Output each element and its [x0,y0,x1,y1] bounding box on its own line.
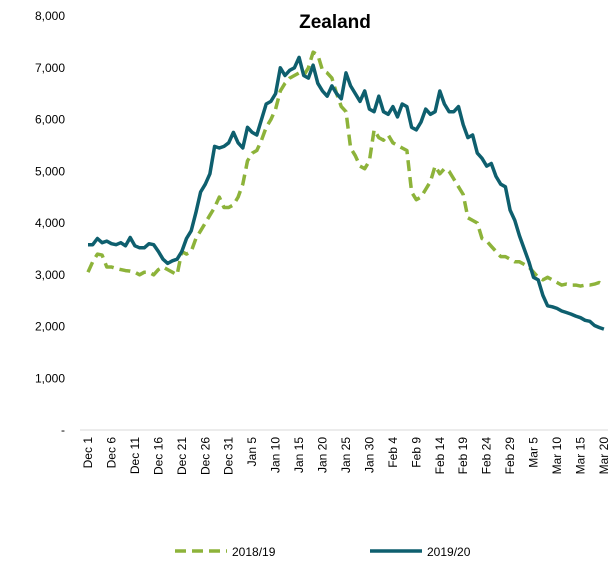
x-tick-label: Dec 11 [128,437,142,474]
x-tick-label: Mar 5 [527,437,541,468]
x-tick-label: Feb 4 [386,437,400,468]
x-tick-label: Jan 30 [362,437,376,473]
y-tick-label: 1,000 [35,371,65,385]
x-tick-label: Mar 10 [550,437,564,475]
y-tick-label: 8,000 [35,9,65,23]
legend-label: 2019/20 [427,545,471,559]
y-tick-label: 4,000 [35,216,65,230]
x-tick-label: Feb 19 [456,437,470,475]
y-tick-label: 2,000 [35,320,65,334]
x-tick-label: Dec 21 [175,437,189,475]
x-tick-label: Jan 20 [316,437,330,473]
x-tick-label: Feb 24 [480,437,494,475]
x-tick-label: Jan 25 [339,437,353,473]
x-tick-label: Dec 31 [222,437,236,475]
x-tick-label: Jan 10 [269,437,283,473]
x-tick-label: Mar 15 [573,437,587,475]
x-tick-label: Jan 5 [245,437,259,467]
y-tick-label: - [61,423,65,437]
y-tick-label: 7,000 [35,61,65,75]
y-tick-label: 3,000 [35,268,65,282]
x-tick-label: Feb 14 [433,437,447,475]
x-tick-label: Dec 6 [104,437,118,469]
legend-label: 2018/19 [232,545,276,559]
x-tick-label: Dec 26 [198,437,212,475]
series-line [88,55,605,331]
series-line [86,50,605,288]
x-tick-label: Feb 9 [409,437,423,468]
chart-title: Zealand [299,12,371,33]
x-tick-label: Dec 1 [81,437,95,469]
x-tick-label: Mar 20 [597,437,608,475]
y-tick-label: 6,000 [35,113,65,127]
x-tick-label: Jan 15 [292,437,306,473]
y-tick-label: 5,000 [35,164,65,178]
x-tick-label: Feb 29 [503,437,517,475]
x-tick-label: Dec 16 [151,437,165,475]
